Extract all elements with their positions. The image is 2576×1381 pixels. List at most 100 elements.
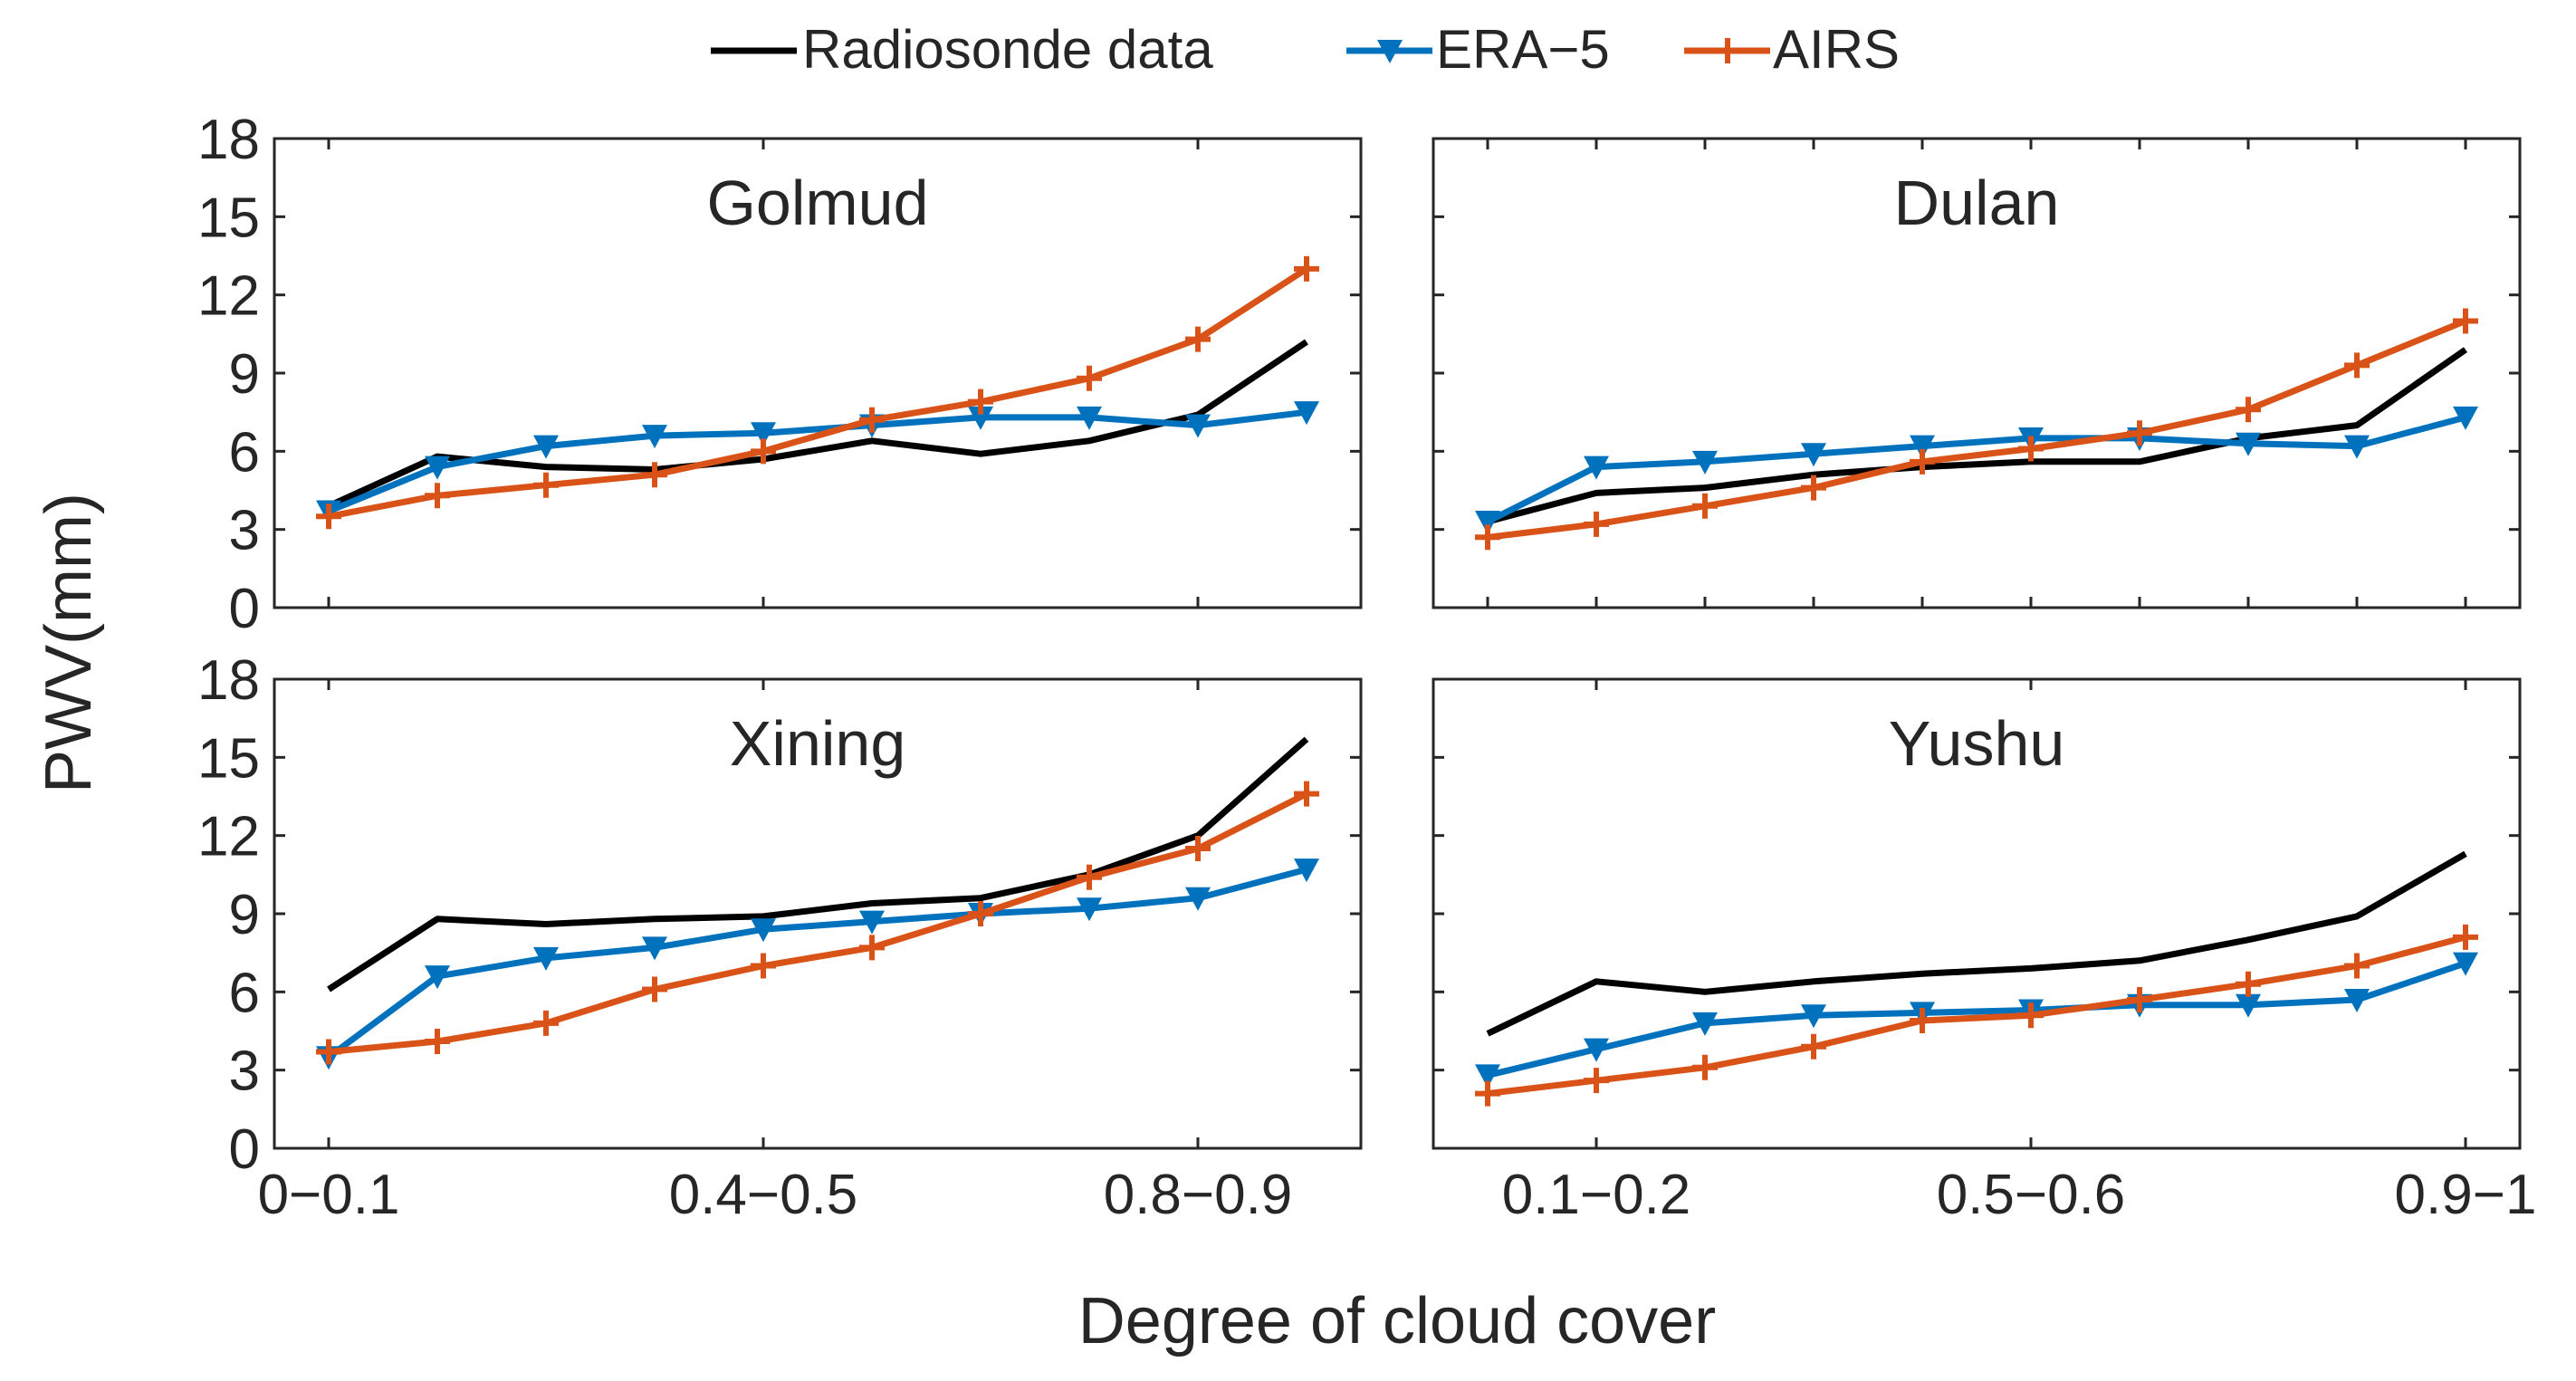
point-yushu-era5-8 bbox=[2344, 988, 2370, 1012]
point-dulan-era5-0 bbox=[1475, 511, 1500, 535]
legend-label-airs: AIRS bbox=[1773, 19, 1900, 80]
legend-label-radiosonde: Radiosonde data bbox=[802, 19, 1213, 80]
series-yushu bbox=[1475, 850, 2478, 1107]
series-line-xining-era5 bbox=[326, 866, 1307, 1060]
x-axis-golmud bbox=[327, 139, 1200, 608]
y-tick-label-golmud-6: 18 bbox=[197, 109, 260, 171]
point-xining-airs-9 bbox=[1294, 781, 1319, 807]
point-golmud-airs-8 bbox=[1185, 326, 1211, 352]
x-tick-label-xining-0: 0−0.1 bbox=[258, 1164, 400, 1226]
y-axis-xining: 0 3 6 9 12 15 18 bbox=[197, 649, 1361, 1181]
series-line-xining-airs bbox=[328, 791, 1308, 1055]
y-tick-label-golmud-2: 6 bbox=[229, 421, 260, 484]
x-axis-yushu: 0.1−0.2 0.5−0.6 0.9−1 bbox=[1502, 679, 2537, 1226]
point-xining-era5-9 bbox=[1294, 858, 1319, 883]
plot-frame-dulan bbox=[1432, 137, 2522, 609]
series-line-dulan-radiosonde bbox=[1487, 347, 2467, 525]
point-yushu-era5-9 bbox=[2453, 952, 2478, 976]
y-tick-label-xining-0: 0 bbox=[229, 1118, 260, 1181]
series-line-golmud-radiosonde bbox=[327, 339, 1308, 509]
point-xining-era5-3 bbox=[642, 936, 667, 961]
point-golmud-airs-6 bbox=[968, 388, 993, 415]
point-xining-era5-8 bbox=[1185, 887, 1211, 911]
x-tick-label-yushu-1: 0.5−0.6 bbox=[1937, 1164, 2126, 1226]
point-xining-airs-6 bbox=[968, 901, 993, 926]
point-dulan-era5-9 bbox=[2453, 406, 2478, 430]
x-tick-label-yushu-2: 0.9−1 bbox=[2395, 1164, 2537, 1226]
panel-dulan: Dulan bbox=[1432, 137, 2522, 609]
point-dulan-airs-1 bbox=[1584, 511, 1609, 537]
y-tick-label-xining-6: 18 bbox=[197, 649, 260, 712]
point-dulan-airs-7 bbox=[2236, 397, 2261, 423]
point-yushu-era5-1 bbox=[1584, 1038, 1609, 1062]
x-tick-label-yushu-0: 0.1−0.2 bbox=[1502, 1164, 1691, 1226]
y-tick-label-xining-2: 6 bbox=[229, 962, 260, 1024]
panel-title-yushu: Yushu bbox=[1889, 708, 2065, 779]
y-axis-label: PWV(mm) bbox=[33, 493, 105, 793]
series-xining bbox=[316, 736, 1319, 1070]
plot-frame-yushu bbox=[1432, 677, 2522, 1150]
series-line-yushu-era5 bbox=[1487, 960, 2467, 1079]
point-dulan-era5-1 bbox=[1584, 456, 1609, 480]
point-golmud-airs-2 bbox=[533, 472, 559, 498]
y-tick-label-xining-1: 3 bbox=[229, 1041, 260, 1103]
point-yushu-airs-7 bbox=[2236, 971, 2261, 997]
point-yushu-airs-1 bbox=[1584, 1068, 1609, 1094]
point-xining-airs-2 bbox=[533, 1010, 559, 1036]
x-tick-label-xining-1: 0.4−0.5 bbox=[669, 1164, 858, 1226]
legend-label-era5: ERA−5 bbox=[1436, 19, 1610, 80]
point-dulan-era5-2 bbox=[1692, 450, 1718, 475]
point-dulan-airs-9 bbox=[2453, 308, 2478, 334]
point-golmud-airs-9 bbox=[1294, 255, 1319, 282]
x-axis-label: Degree of cloud cover bbox=[1078, 1285, 1716, 1357]
point-xining-airs-5 bbox=[859, 935, 885, 961]
point-yushu-airs-5 bbox=[2018, 1002, 2044, 1029]
panel-xining: 0 3 6 9 12 15 18 0−0.1 0.4−0.5 0.8−0.9 Xining bbox=[197, 649, 1363, 1226]
point-dulan-era5-7 bbox=[2236, 432, 2261, 456]
y-tick-label-xining-3: 9 bbox=[229, 884, 260, 946]
legend-entry-era5: ERA−5 bbox=[1346, 19, 1610, 80]
x-axis-xining: 0−0.1 0.4−0.5 0.8−0.9 bbox=[258, 679, 1292, 1226]
point-dulan-airs-5 bbox=[2018, 436, 2044, 462]
series-dulan bbox=[1475, 308, 2478, 551]
point-xining-airs-3 bbox=[642, 976, 667, 1002]
x-axis-dulan bbox=[1486, 139, 2467, 608]
point-yushu-airs-6 bbox=[2127, 986, 2152, 1012]
y-tick-label-golmud-0: 0 bbox=[229, 578, 260, 640]
point-golmud-airs-7 bbox=[1077, 365, 1102, 391]
point-dulan-airs-4 bbox=[1910, 448, 1935, 475]
point-golmud-airs-1 bbox=[425, 483, 450, 509]
legend-marker-era5 bbox=[1377, 40, 1403, 63]
point-golmud-airs-3 bbox=[642, 462, 667, 488]
point-yushu-airs-8 bbox=[2344, 953, 2370, 979]
y-axis-golmud: 0 3 6 9 12 15 18 bbox=[197, 109, 1361, 640]
series-line-dulan-airs bbox=[1487, 318, 2467, 541]
legend-marker-airs bbox=[1715, 38, 1740, 63]
point-golmud-airs-0 bbox=[316, 503, 341, 530]
legend-entry-airs: AIRS bbox=[1684, 19, 1900, 80]
y-tick-label-golmud-3: 9 bbox=[229, 343, 260, 406]
series-line-golmud-airs bbox=[328, 265, 1308, 520]
point-yushu-era5-2 bbox=[1692, 1012, 1718, 1036]
series-line-yushu-radiosonde bbox=[1486, 850, 2467, 1037]
series-line-dulan-era5 bbox=[1486, 414, 2466, 525]
panel-golmud: 0 3 6 9 12 15 18 Golmud bbox=[197, 109, 1363, 640]
point-yushu-era5-0 bbox=[1475, 1064, 1500, 1088]
point-xining-airs-1 bbox=[425, 1029, 450, 1055]
point-yushu-airs-3 bbox=[1801, 1033, 1826, 1060]
point-golmud-era5-2 bbox=[533, 435, 559, 459]
point-golmud-airs-4 bbox=[751, 438, 776, 465]
point-golmud-era5-8 bbox=[1185, 414, 1211, 438]
y-tick-label-golmud-5: 15 bbox=[197, 187, 260, 249]
point-xining-era5-4 bbox=[751, 918, 776, 943]
point-dulan-era5-4 bbox=[1910, 435, 1935, 459]
point-xining-era5-2 bbox=[533, 946, 559, 971]
point-xining-airs-7 bbox=[1077, 864, 1102, 890]
series-line-golmud-era5 bbox=[327, 408, 1307, 514]
point-yushu-airs-9 bbox=[2453, 924, 2478, 950]
series-line-xining-radiosonde bbox=[327, 736, 1309, 993]
point-yushu-era5-7 bbox=[2236, 993, 2261, 1018]
point-golmud-airs-5 bbox=[859, 407, 885, 433]
point-dulan-airs-0 bbox=[1475, 524, 1500, 551]
